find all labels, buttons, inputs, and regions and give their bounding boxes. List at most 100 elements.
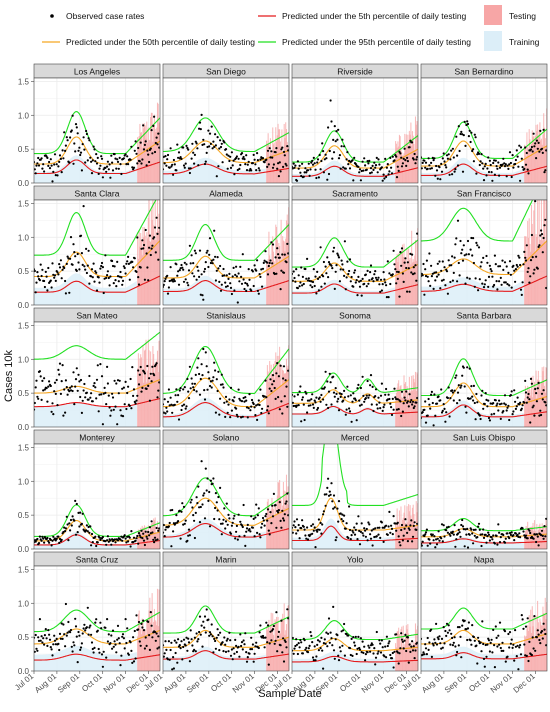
observed-point [131, 661, 134, 665]
p5-line [34, 397, 160, 408]
observed-point [514, 280, 517, 283]
observed-point [375, 403, 378, 406]
observed-point [261, 634, 265, 638]
observed-point [320, 285, 323, 288]
observed-point [424, 268, 427, 271]
observed-point [201, 143, 204, 146]
observed-point [413, 272, 416, 275]
observed-point [340, 145, 343, 148]
observed-point [252, 153, 255, 156]
observed-point [423, 293, 426, 296]
testing-bar [540, 138, 542, 183]
observed-point [416, 396, 418, 400]
observed-point [352, 531, 355, 534]
observed-point [482, 286, 486, 289]
testing-bar [414, 371, 417, 427]
observed-point [182, 146, 185, 149]
observed-point [121, 283, 124, 286]
observed-point [176, 274, 179, 277]
observed-point [528, 529, 531, 532]
testing-bar [146, 232, 148, 305]
training-area [292, 160, 396, 183]
testing-bar [270, 364, 272, 427]
observed-point [307, 162, 310, 165]
observed-point [81, 143, 84, 146]
observed-point [47, 385, 50, 388]
testing-bar [150, 523, 152, 549]
observed-point [442, 524, 445, 527]
testing-bar [277, 123, 279, 183]
observed-point [75, 502, 78, 506]
observed-point [383, 655, 386, 658]
x-tick-label: Sep 01 [443, 671, 469, 695]
observed-point [318, 640, 321, 643]
observed-point [347, 272, 350, 276]
observed-point [135, 614, 138, 617]
testing-bar [274, 504, 276, 549]
observed-point [439, 178, 442, 181]
observed-point [209, 380, 212, 383]
observed-point [198, 506, 201, 509]
observed-point [127, 163, 130, 166]
observed-point [41, 379, 44, 382]
observed-point [472, 237, 475, 240]
observed-point [406, 261, 409, 264]
observed-point [200, 273, 203, 276]
observed-point [266, 624, 270, 627]
observed-point [300, 174, 303, 178]
observed-point [142, 370, 146, 373]
observed-point [165, 164, 168, 167]
observed-point [393, 650, 396, 653]
testing-bar [138, 375, 140, 427]
observed-point [239, 520, 242, 523]
testing-bar [530, 609, 532, 671]
observed-point [193, 648, 196, 652]
observed-point [219, 139, 222, 142]
observed-point [130, 407, 133, 410]
observed-point [347, 536, 350, 540]
observed-point [310, 161, 313, 164]
observed-point [218, 280, 221, 283]
testing-bar [534, 381, 536, 427]
facet-panel: Sacramento [291, 185, 419, 306]
observed-point [509, 642, 512, 645]
observed-point [410, 271, 413, 274]
observed-point [229, 639, 232, 642]
testing-bar [272, 236, 274, 305]
observed-point [440, 523, 444, 526]
observed-point [266, 409, 269, 412]
observed-point [187, 637, 190, 640]
testing-bar [141, 618, 143, 671]
observed-point [120, 276, 123, 279]
observed-point [311, 163, 315, 166]
observed-point [293, 276, 296, 280]
observed-point [124, 153, 127, 156]
testing-bar [149, 531, 151, 549]
observed-point [471, 395, 474, 398]
observed-point [43, 634, 47, 637]
observed-point [64, 411, 67, 414]
observed-point [452, 533, 455, 536]
observed-point [147, 279, 150, 282]
observed-point [244, 281, 247, 285]
observed-point [409, 400, 412, 404]
observed-point [395, 155, 398, 158]
observed-point [327, 390, 331, 393]
observed-point [495, 534, 498, 538]
testing-bar [413, 513, 415, 549]
observed-point [89, 156, 92, 159]
observed-point [545, 286, 547, 290]
observed-point [238, 655, 241, 658]
observed-point [132, 636, 135, 639]
observed-point [515, 405, 518, 408]
testing-bar [397, 141, 399, 183]
observed-point [71, 263, 74, 266]
testing-bar [287, 145, 289, 183]
testing-bar [140, 532, 142, 549]
observed-point [510, 390, 513, 393]
x-tick-label: Oct 01 [209, 671, 233, 693]
observed-point [498, 280, 501, 283]
observed-point [449, 280, 452, 284]
testing-bar [144, 531, 146, 549]
observed-point [235, 265, 238, 268]
